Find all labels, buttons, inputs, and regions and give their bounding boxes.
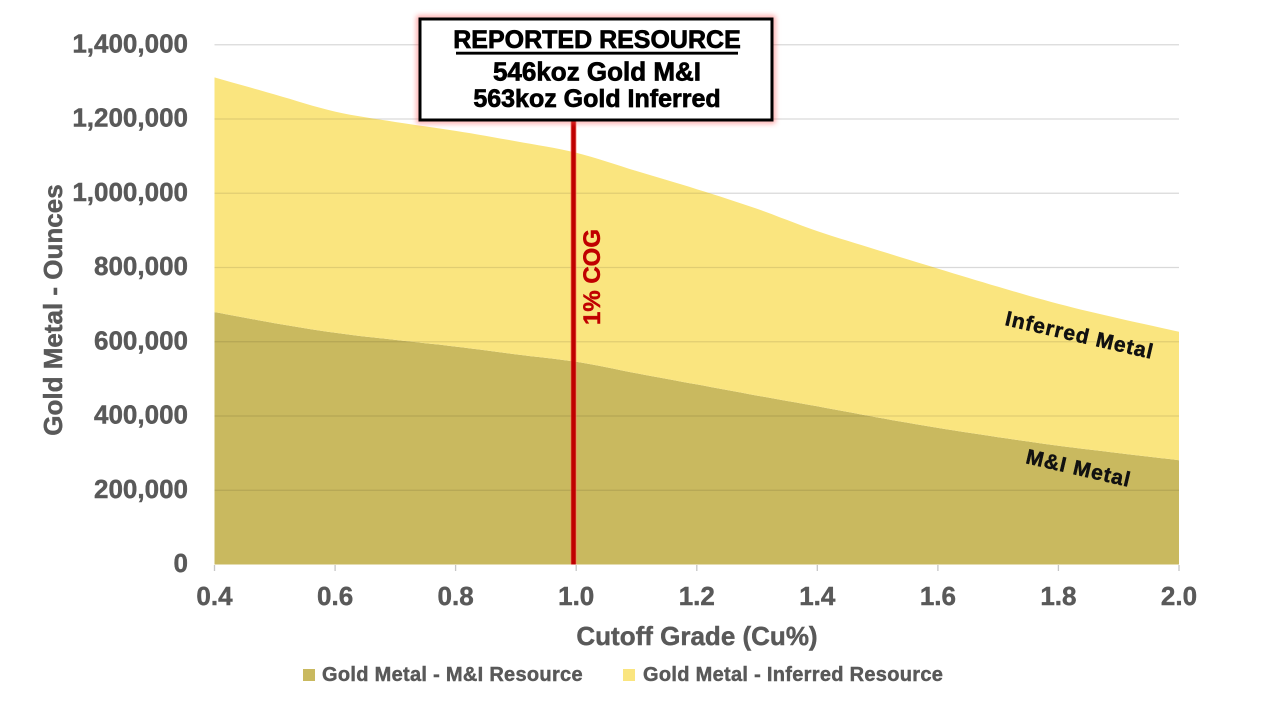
svg-text:1.6: 1.6 (920, 581, 956, 611)
svg-text:1.8: 1.8 (1040, 581, 1076, 611)
svg-text:Gold Metal - Inferred Resource: Gold Metal - Inferred Resource (643, 664, 943, 686)
svg-text:1.4: 1.4 (799, 581, 836, 611)
svg-text:1,200,000: 1,200,000 (72, 103, 188, 133)
svg-text:200,000: 200,000 (94, 474, 188, 504)
svg-text:1.2: 1.2 (679, 581, 715, 611)
svg-text:REPORTED RESOURCE: REPORTED RESOURCE (453, 26, 741, 54)
svg-text:0.6: 0.6 (317, 581, 353, 611)
svg-text:0.8: 0.8 (438, 581, 474, 611)
svg-text:2.0: 2.0 (1161, 581, 1197, 611)
svg-text:0: 0 (174, 548, 188, 578)
svg-text:1% COG: 1% COG (579, 229, 606, 325)
svg-text:546koz Gold M&I: 546koz Gold M&I (493, 57, 701, 87)
svg-text:563koz Gold Inferred: 563koz Gold Inferred (473, 85, 720, 113)
svg-text:1,400,000: 1,400,000 (72, 28, 188, 58)
svg-text:1,000,000: 1,000,000 (72, 177, 188, 207)
svg-text:600,000: 600,000 (94, 325, 188, 355)
svg-text:0.4: 0.4 (196, 581, 233, 611)
svg-text:Gold Metal - Ounces: Gold Metal - Ounces (38, 184, 68, 435)
svg-text:Cutoff Grade (Cu%): Cutoff Grade (Cu%) (576, 621, 817, 651)
svg-text:400,000: 400,000 (94, 400, 188, 430)
svg-text:800,000: 800,000 (94, 251, 188, 281)
svg-text:1.0: 1.0 (558, 581, 594, 611)
svg-text:Gold Metal - M&I Resource: Gold Metal - M&I Resource (322, 664, 583, 686)
